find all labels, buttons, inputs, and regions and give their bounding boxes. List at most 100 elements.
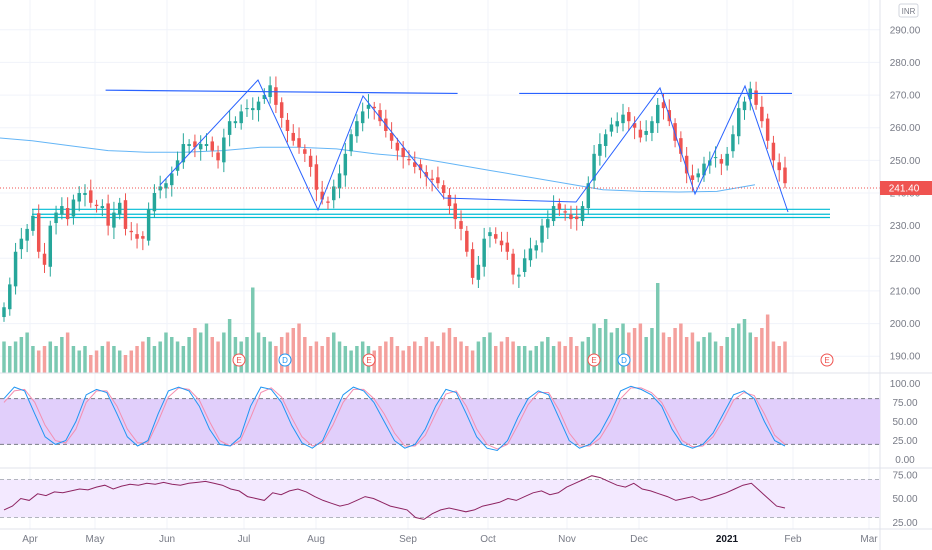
volume-bar xyxy=(592,323,596,373)
volume-bar xyxy=(627,332,631,373)
volume-bar xyxy=(748,332,753,373)
volume-bar xyxy=(25,332,29,373)
candle-body xyxy=(222,137,226,163)
time-tick-label: 2021 xyxy=(716,534,739,545)
volume-bar xyxy=(135,346,139,373)
stochastic-pane[interactable] xyxy=(0,385,880,452)
candle-body xyxy=(725,153,729,166)
volume-bar xyxy=(777,346,781,373)
volume-bar xyxy=(684,337,689,373)
rsi-axis: 75.00 50.00 25.00 xyxy=(892,470,917,529)
candle-body xyxy=(193,141,197,148)
volume-bar xyxy=(615,328,619,373)
pattern-zigzag-line[interactable] xyxy=(159,79,789,213)
volume-bar xyxy=(285,332,290,373)
volume-bar xyxy=(384,341,388,373)
candle-body xyxy=(135,234,139,239)
currency-box[interactable] xyxy=(898,3,919,18)
candle-body xyxy=(453,203,457,220)
time-tick-label: Feb xyxy=(784,534,802,545)
volume-bar xyxy=(418,346,423,373)
rsi-pane[interactable] xyxy=(0,475,880,520)
candle-body xyxy=(441,185,446,193)
volume-bar xyxy=(175,341,180,373)
candle-body xyxy=(141,236,145,239)
earnings-badge-label: E xyxy=(236,356,241,365)
volume-bar xyxy=(106,341,110,373)
stochastic-k-line xyxy=(3,385,786,452)
volume-bar xyxy=(83,346,87,373)
stochastic-tick-label: 50.00 xyxy=(892,417,917,428)
dividend-badge[interactable] xyxy=(617,353,631,367)
volume-bar xyxy=(696,341,700,373)
candle-body xyxy=(494,234,498,239)
trend-lines[interactable] xyxy=(105,79,792,213)
resistance-line[interactable] xyxy=(105,89,458,95)
candle-body xyxy=(71,199,76,217)
candle-body xyxy=(314,164,319,190)
dividend-badge[interactable] xyxy=(278,353,292,367)
candle-body xyxy=(430,178,434,180)
candle-body xyxy=(8,284,12,310)
candle-body xyxy=(326,201,330,203)
volume-bar xyxy=(488,332,492,373)
volume-bar xyxy=(170,337,174,373)
time-tick-label: Nov xyxy=(558,534,576,545)
moving-average-group xyxy=(0,137,756,193)
price-tick-label: 280.00 xyxy=(890,58,921,69)
volume-bar xyxy=(661,332,666,373)
candle-body xyxy=(650,121,654,133)
volume-bar xyxy=(470,350,475,373)
volume-bar xyxy=(783,341,787,373)
volume-bar xyxy=(378,346,382,373)
volume-bar xyxy=(112,346,116,373)
candle-body xyxy=(517,274,521,277)
volume-bar xyxy=(713,341,718,373)
volume-bar xyxy=(31,346,35,373)
candle-body xyxy=(580,206,585,222)
candle-body xyxy=(459,221,463,229)
candle-body xyxy=(627,112,631,122)
volume-bar xyxy=(77,350,81,373)
candle-body xyxy=(731,134,735,152)
time-tick-label: May xyxy=(86,534,105,545)
time-tick-label: Jul xyxy=(238,534,251,545)
volume-bar xyxy=(650,328,654,373)
candle-body xyxy=(187,144,191,146)
candle-body xyxy=(679,138,683,154)
earnings-badge[interactable] xyxy=(362,353,376,367)
volume-bar xyxy=(129,350,134,373)
candle-body xyxy=(424,172,429,177)
candle-body xyxy=(123,200,128,229)
volume-bar xyxy=(655,283,660,373)
candle-body xyxy=(320,191,324,200)
volume-bar xyxy=(89,355,93,373)
candle-body xyxy=(89,190,93,203)
earnings-badge[interactable] xyxy=(232,353,246,367)
candle-body xyxy=(684,155,689,174)
volume-bar xyxy=(204,323,209,373)
time-axis[interactable]: Apr May Jun Jul Aug Sep Oct Nov Dec 2021 Feb Mar xyxy=(22,534,878,545)
candle-body xyxy=(765,118,770,141)
volume-bar xyxy=(395,346,400,373)
earnings-badge[interactable] xyxy=(587,353,601,367)
candle-body xyxy=(297,138,301,148)
rsi-line xyxy=(3,475,786,520)
volume-bar xyxy=(355,346,359,373)
earnings-badge-label: E xyxy=(591,356,596,365)
candle-body xyxy=(343,153,348,176)
volume-bar xyxy=(100,346,105,373)
stochastic-tick-label: 75.00 xyxy=(892,398,917,409)
earnings-future-badge[interactable] xyxy=(820,353,834,367)
volume-bar xyxy=(679,323,683,373)
volume-bar xyxy=(765,314,770,373)
candle-body xyxy=(499,240,504,246)
price-tick-label: 230.00 xyxy=(890,221,921,232)
candle-body xyxy=(760,106,764,122)
volume-bar xyxy=(598,328,602,373)
support-lines[interactable] xyxy=(32,208,830,219)
